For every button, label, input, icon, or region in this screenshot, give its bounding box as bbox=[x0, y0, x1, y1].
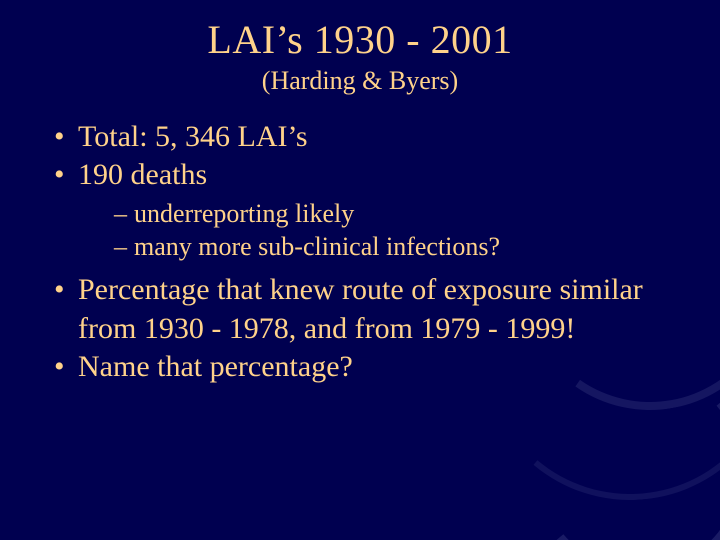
bullet-text: 190 deaths bbox=[78, 158, 207, 191]
bullet-item: Total: 5, 346 LAI’s bbox=[54, 118, 680, 156]
sub-bullet-item: many more sub-clinical infections? bbox=[114, 230, 680, 263]
sub-bullet-item: underreporting likely bbox=[114, 197, 680, 230]
bullet-item: Percentage that knew route of exposure s… bbox=[54, 271, 680, 348]
slide-subtitle: (Harding & Byers) bbox=[40, 66, 680, 96]
bullet-list: Total: 5, 346 LAI’s 190 deaths underrepo… bbox=[40, 118, 680, 386]
bullet-item: Name that percentage? bbox=[54, 348, 680, 386]
slide: LAI’s 1930 - 2001 (Harding & Byers) Tota… bbox=[0, 0, 720, 540]
sub-bullet-list: underreporting likely many more sub-clin… bbox=[78, 197, 680, 264]
slide-title: LAI’s 1930 - 2001 bbox=[40, 18, 680, 62]
bullet-item: 190 deaths underreporting likely many mo… bbox=[54, 156, 680, 263]
